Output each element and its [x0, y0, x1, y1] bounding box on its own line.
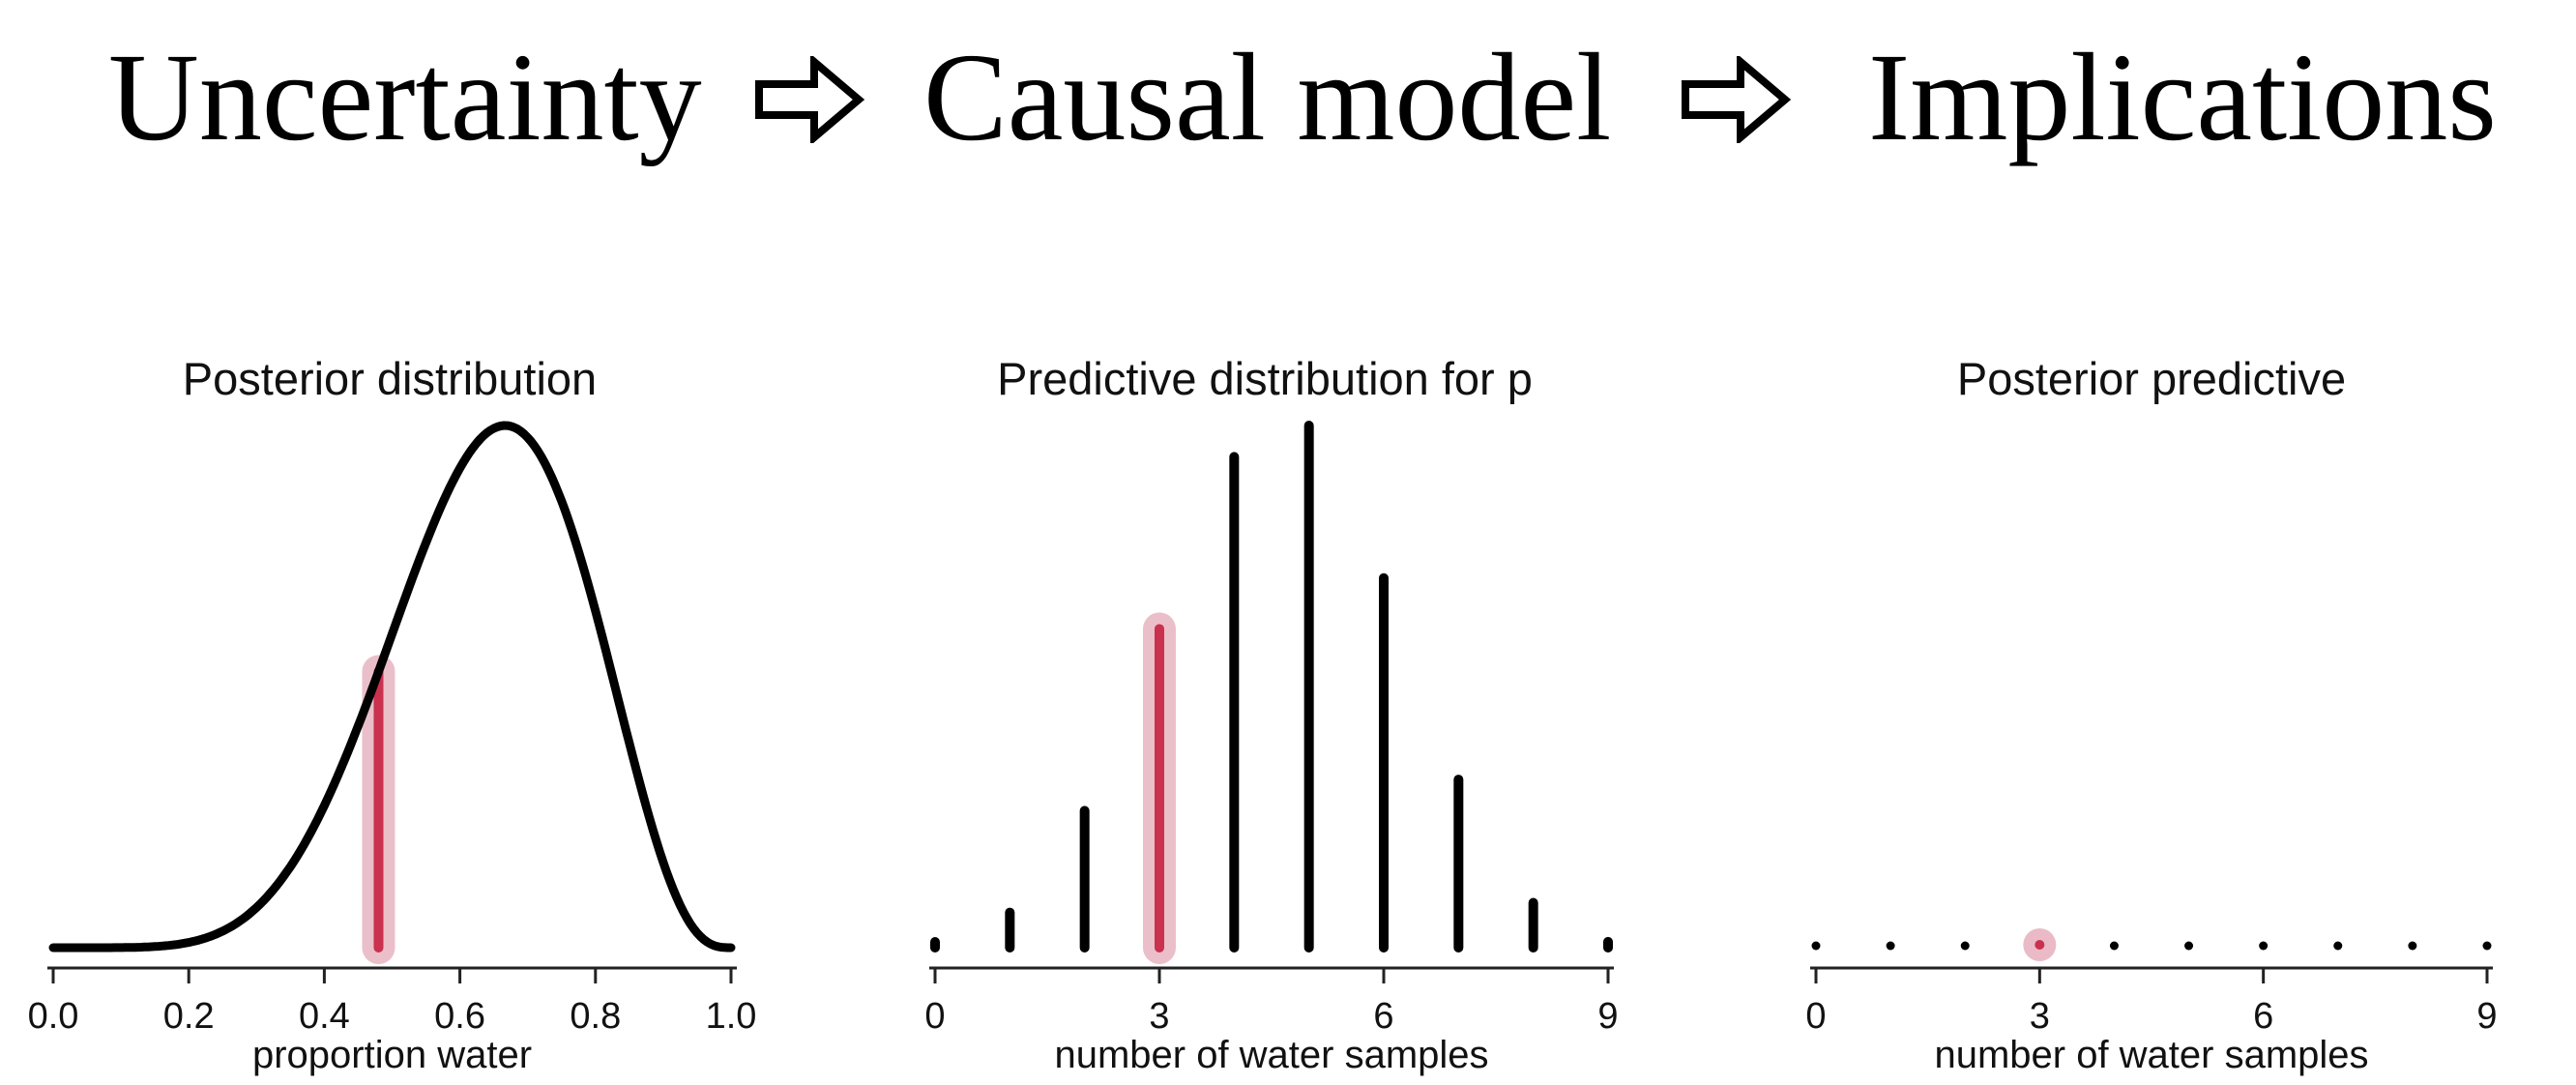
x-tick-label: 1.0 [706, 996, 757, 1037]
data-point [2408, 941, 2417, 951]
data-point [1811, 941, 1821, 951]
data-point [2184, 941, 2194, 951]
x-tick-label: 0.0 [28, 996, 79, 1037]
x-tick-label: 9 [1597, 996, 1618, 1037]
outline-right-arrow-icon [755, 56, 865, 143]
x-tick-label: 0 [1805, 996, 1826, 1037]
x-tick-label: 0.8 [570, 996, 621, 1037]
data-point [2109, 941, 2119, 951]
x-axis-label: proportion water [252, 1034, 532, 1076]
outline-right-arrow-icon [1682, 56, 1792, 143]
header-step-causal-model: Causal model [923, 28, 1612, 167]
data-point [2482, 941, 2492, 951]
x-tick-label: 6 [1373, 996, 1393, 1037]
x-tick-label: 3 [1149, 996, 1169, 1037]
posterior-predictive-panel: 0 3 6 9 Posterior predictive number of water … [1805, 353, 2497, 1076]
data-point [1960, 941, 1970, 951]
x-tick-label: 0 [924, 996, 945, 1037]
x-axis-label: number of water samples [1054, 1034, 1488, 1076]
posterior-distribution-panel: 0.0 0.2 0.4 0.6 0.8 1.0 Posterior distribution… [28, 353, 757, 1076]
header: Uncertainty Causal model Implications [0, 0, 2576, 193]
x-tick-label: 3 [2030, 996, 2050, 1037]
data-point [2333, 941, 2343, 951]
chart-title: Posterior predictive [1957, 353, 2346, 404]
predictive-distribution-panel: 0 3 6 9 Predictive distribution for p number … [924, 353, 1618, 1076]
header-step-uncertainty: Uncertainty [108, 28, 702, 167]
x-tick-label: 0.2 [163, 996, 215, 1037]
x-axis-label: number of water samples [1934, 1034, 2368, 1076]
header-step-implications: Implications [1868, 28, 2497, 167]
chart-title: Predictive distribution for p [997, 353, 1533, 404]
data-point [1886, 941, 1895, 951]
x-tick-label: 0.4 [299, 996, 350, 1037]
x-tick-label: 6 [2253, 996, 2273, 1037]
data-point [2259, 941, 2269, 951]
x-tick-label: 9 [2476, 996, 2497, 1037]
posterior-curve [48, 421, 736, 953]
highlight-point [2034, 940, 2045, 950]
chart-title: Posterior distribution [183, 353, 597, 404]
x-tick-label: 0.6 [434, 996, 485, 1037]
